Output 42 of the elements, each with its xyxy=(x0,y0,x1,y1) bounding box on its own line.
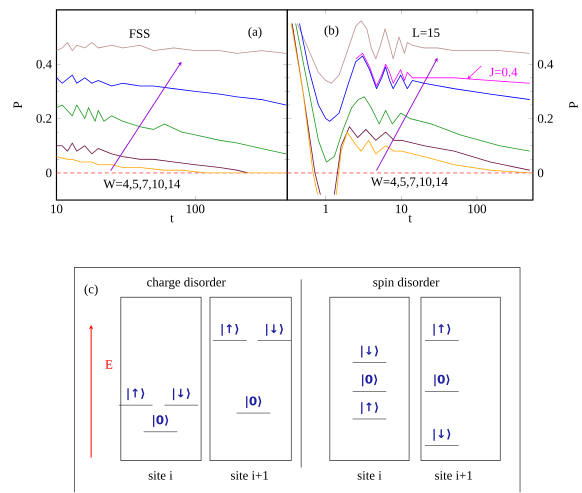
y-axis-title: P xyxy=(569,102,578,108)
legend-label: J=0.4 xyxy=(490,68,518,77)
y-tick-label: 0.4 xyxy=(538,60,554,69)
annotation: (b) xyxy=(324,26,338,38)
y-tick-label: 0 xyxy=(46,168,52,178)
annotation: FSS xyxy=(129,30,150,38)
text: |↓⟩ xyxy=(433,429,450,441)
text: spin disorder xyxy=(373,278,440,290)
text: |↓⟩ xyxy=(266,324,283,336)
text: site i xyxy=(358,471,382,480)
text: |0⟩ xyxy=(152,415,168,428)
text: site i xyxy=(148,471,173,480)
annotation: W=4,5,7,10,14 xyxy=(103,180,180,190)
y-tick-label: 0 xyxy=(538,168,544,178)
y-tick-label: 0.4 xyxy=(36,60,52,69)
text: E xyxy=(105,360,112,369)
x-axis-title: t xyxy=(408,215,412,223)
annotation: (a) xyxy=(248,27,262,39)
text: |↑⟩ xyxy=(127,388,144,400)
text: |↓⟩ xyxy=(172,388,190,400)
text: |↑⟩ xyxy=(221,324,238,336)
text: |↓⟩ xyxy=(361,346,378,358)
text: charge disorder xyxy=(147,278,226,290)
text: |↑⟩ xyxy=(361,402,378,414)
text: |0⟩ xyxy=(362,374,378,386)
x-tick-label: 10 xyxy=(396,204,408,214)
text: site i+1 xyxy=(231,471,268,480)
x-tick-label: 1 xyxy=(324,204,328,214)
x-tick-label: 100 xyxy=(468,204,486,214)
x-tick-label: 10 xyxy=(51,204,62,214)
text: |↑⟩ xyxy=(433,324,450,336)
x-axis-title: t xyxy=(170,215,174,223)
y-tick-label: 0.2 xyxy=(36,114,52,124)
text: (c) xyxy=(84,284,98,296)
text: site i+1 xyxy=(435,471,472,480)
x-tick-label: 100 xyxy=(186,204,204,214)
text: |0⟩ xyxy=(246,396,262,408)
y-axis-title: P xyxy=(14,102,22,108)
y-tick-label: 0.2 xyxy=(538,114,553,124)
text: |0⟩ xyxy=(434,374,450,386)
annotation: L=15 xyxy=(412,28,440,38)
annotation: W=4,5,7,10,14 xyxy=(370,178,448,188)
